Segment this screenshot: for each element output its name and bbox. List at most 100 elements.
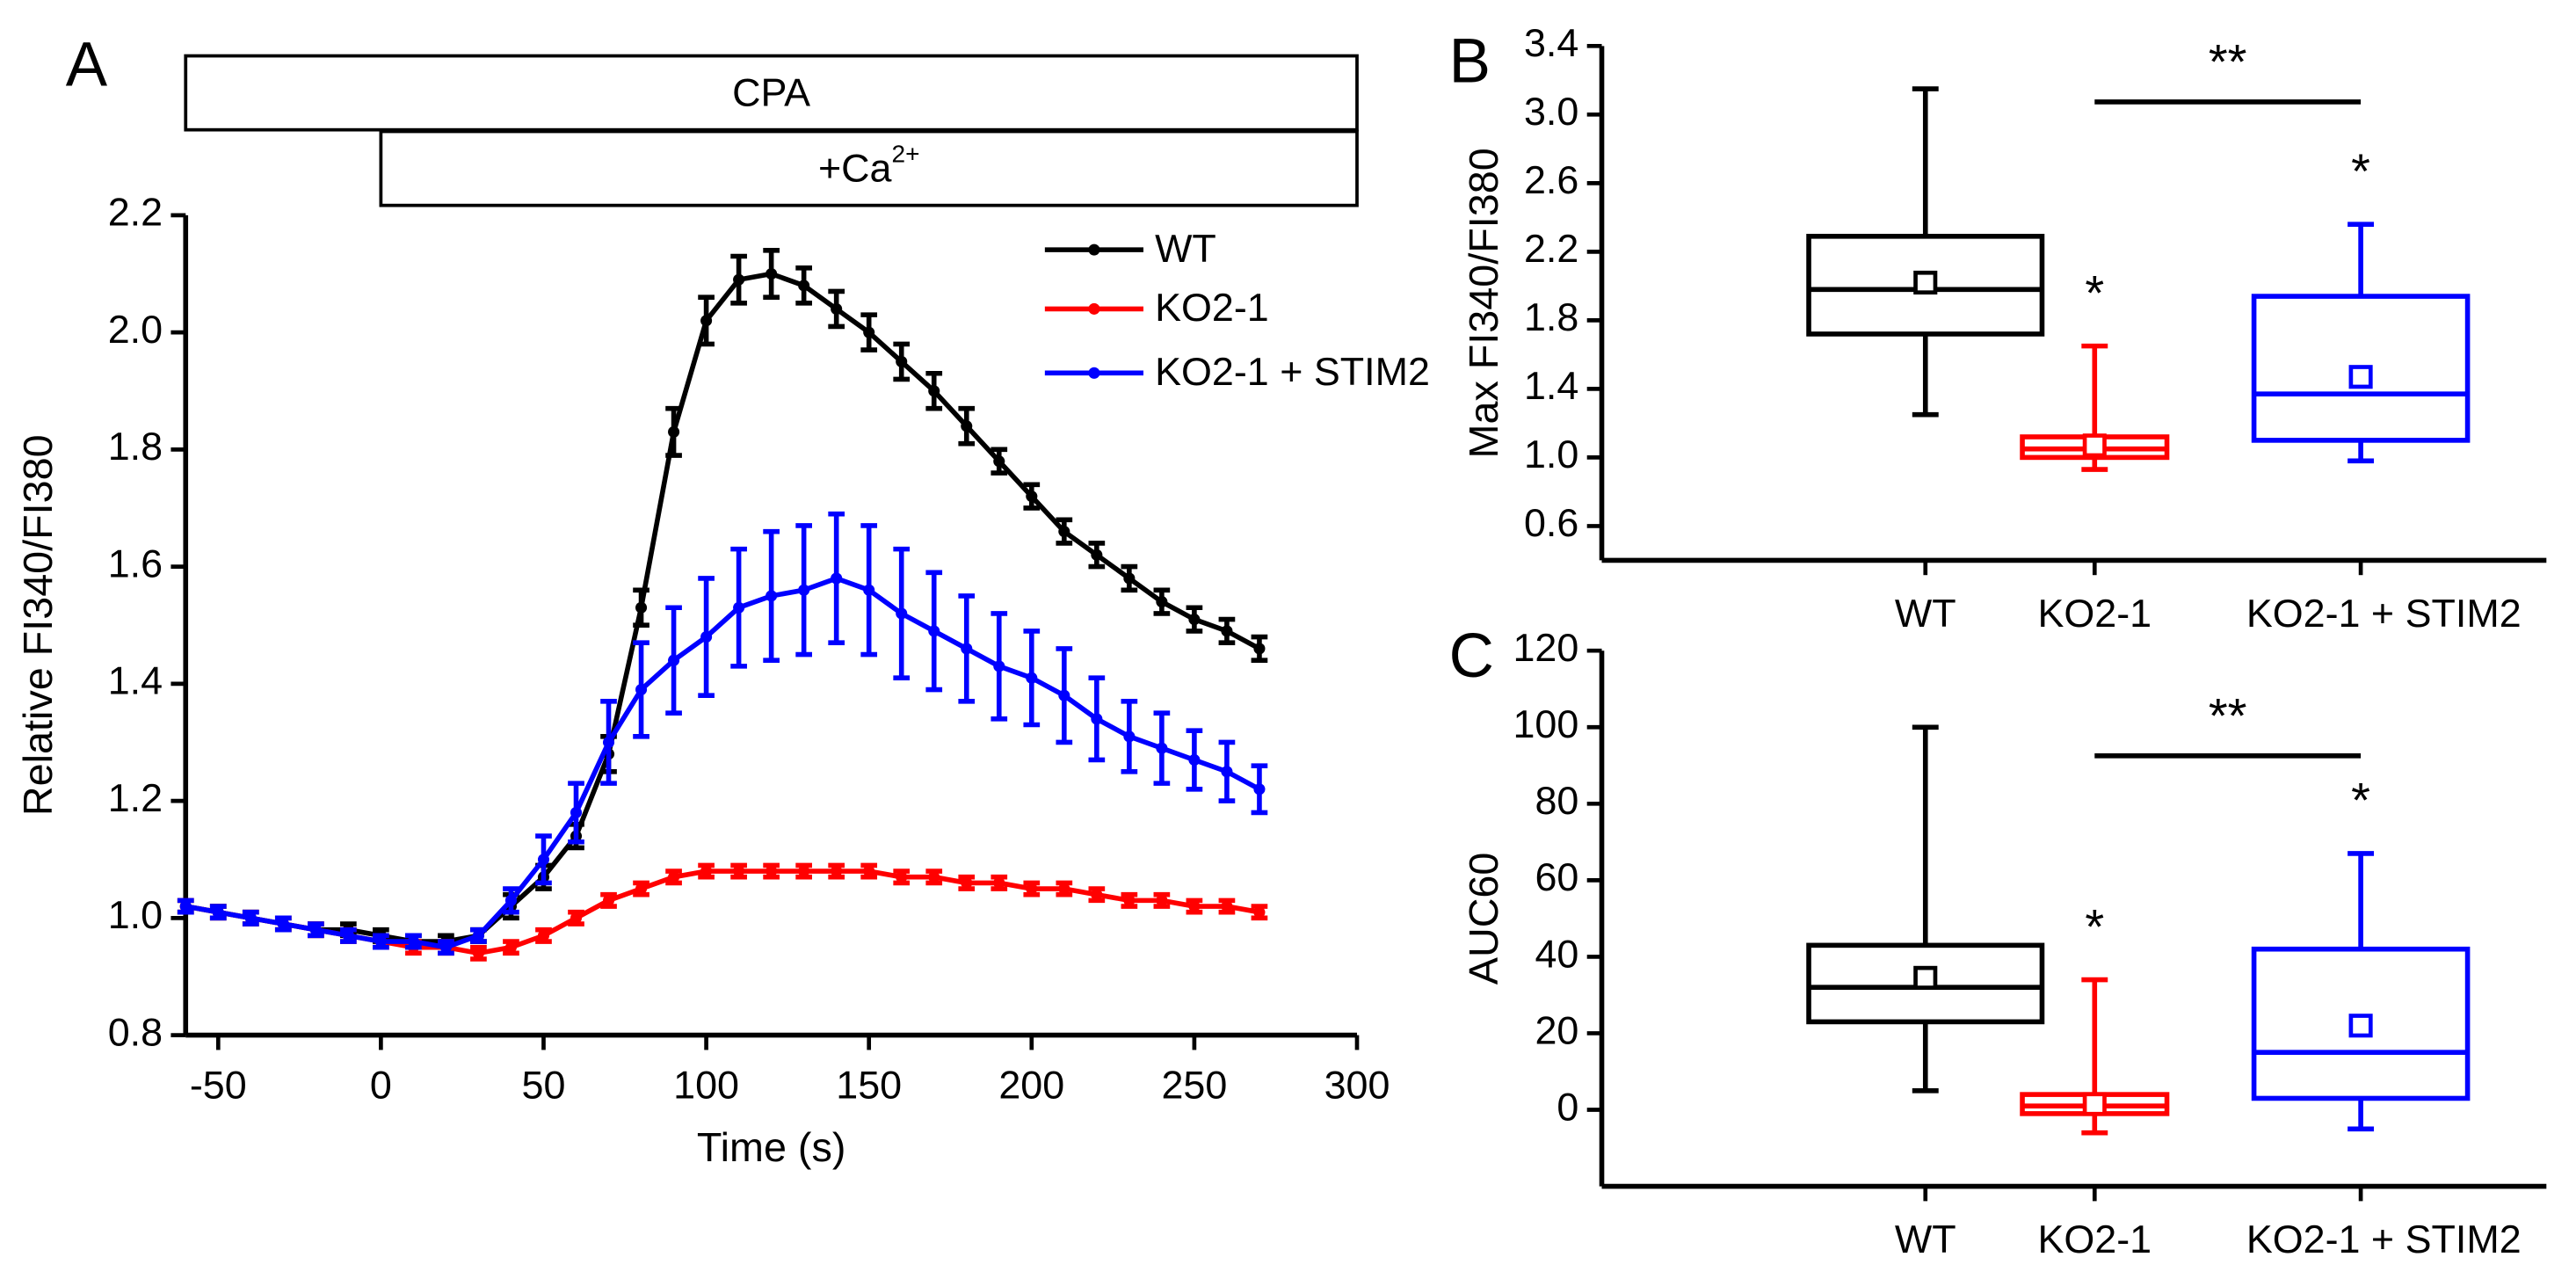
data-point <box>277 918 289 930</box>
data-point <box>1026 672 1038 684</box>
x-tick-label: 300 <box>1324 1062 1390 1107</box>
mean <box>1913 965 1938 990</box>
data-point <box>635 601 648 614</box>
data-point <box>1221 900 1233 912</box>
treatment-bar <box>184 54 1359 132</box>
data-point <box>733 865 745 877</box>
y-tick-label: 0.6 <box>1524 500 1578 545</box>
data-point <box>537 929 550 941</box>
y-tick-label: 40 <box>1535 931 1578 976</box>
y-tick-label: 1.4 <box>1524 363 1578 408</box>
data-point <box>1123 730 1136 743</box>
x-tick-label: -50 <box>190 1062 247 1107</box>
y-tick-label: 80 <box>1535 778 1578 823</box>
x-tick-label: 200 <box>998 1062 1064 1107</box>
data-point <box>1058 689 1070 701</box>
data-point <box>374 935 387 948</box>
data-point <box>896 871 908 883</box>
x-axis-label: Time (s) <box>697 1124 846 1170</box>
data-point <box>700 865 713 877</box>
data-point <box>472 947 484 959</box>
data-point <box>1156 894 1168 906</box>
panel-letter: B <box>1449 27 1491 97</box>
data-point <box>1188 753 1201 767</box>
legend-marker <box>1088 302 1100 315</box>
data-point <box>570 806 583 818</box>
y-tick-label: 2.6 <box>1524 157 1578 202</box>
y-tick-label: 2.2 <box>108 190 163 235</box>
significance-star: * <box>2085 265 2104 320</box>
data-point <box>961 643 973 655</box>
data-point <box>1091 889 1103 901</box>
panel-letter: A <box>66 30 108 99</box>
data-point <box>733 273 745 286</box>
data-point <box>1221 625 1233 637</box>
y-tick-label: 60 <box>1535 854 1578 899</box>
significance-star: * <box>2351 773 2370 828</box>
y-tick-label: 2.0 <box>108 307 163 352</box>
data-point <box>1091 713 1103 725</box>
y-tick-label: 100 <box>1513 701 1578 746</box>
significance-label: ** <box>2209 688 2247 744</box>
data-point <box>961 420 973 432</box>
data-point <box>1058 883 1070 895</box>
data-point <box>831 865 843 877</box>
x-tick-label: WT <box>1895 591 1956 636</box>
data-point <box>993 876 1005 889</box>
x-tick-label: WT <box>1895 1217 1956 1261</box>
significance-star: * <box>2085 898 2104 954</box>
data-point <box>635 883 648 895</box>
data-point <box>766 865 778 877</box>
y-axis-label: Max FI340/FI380 <box>1461 148 1506 458</box>
legend-label: KO2-1 <box>1155 285 1269 330</box>
y-tick-label: 1.8 <box>1524 294 1578 339</box>
treatment-label: +Ca2+ <box>818 141 920 190</box>
data-point <box>1156 596 1168 608</box>
y-tick-label: 3.0 <box>1524 89 1578 134</box>
data-point <box>863 865 875 877</box>
y-tick-label: 1.4 <box>108 658 163 703</box>
x-tick-label: KO2-1 <box>2037 1217 2152 1261</box>
data-point <box>928 625 940 637</box>
data-point <box>244 912 257 924</box>
treatment-bar <box>379 129 1359 207</box>
data-point <box>504 941 518 954</box>
mean <box>2082 1092 2107 1116</box>
treatment-text: +Ca <box>818 145 892 190</box>
data-point <box>733 601 745 614</box>
y-tick-label: 1.6 <box>108 541 163 585</box>
y-axis-label: Relative FI340/FI380 <box>15 434 61 816</box>
data-point <box>993 660 1005 672</box>
data-point <box>700 631 713 643</box>
data-point <box>1058 526 1070 538</box>
y-tick-label: 1.8 <box>108 424 163 469</box>
x-tick-label: 0 <box>370 1062 392 1107</box>
data-point <box>1253 783 1266 796</box>
data-point <box>766 590 778 602</box>
data-point <box>472 929 484 941</box>
x-tick-label: 100 <box>673 1062 739 1107</box>
data-point <box>504 894 518 906</box>
data-point <box>602 894 615 906</box>
data-point <box>766 267 778 280</box>
data-point <box>1188 614 1201 626</box>
data-point <box>602 736 615 749</box>
legend-marker <box>1088 243 1100 256</box>
mean <box>2348 365 2373 389</box>
treatment-label: CPA <box>732 69 810 114</box>
series-line <box>185 271 1261 944</box>
data-point <box>993 455 1005 468</box>
data-point <box>700 315 713 327</box>
treatment-superscript: 2+ <box>891 141 919 168</box>
data-point <box>1253 643 1266 655</box>
y-tick-label: 0.8 <box>108 1009 163 1054</box>
y-tick-label: 1.2 <box>108 775 163 820</box>
y-axis-label: AUC60 <box>1461 853 1506 985</box>
legend-label: KO2-1 + STIM2 <box>1155 349 1430 394</box>
data-point <box>928 871 940 883</box>
y-tick-label: 120 <box>1513 625 1578 670</box>
series-line <box>185 575 1261 950</box>
data-point <box>798 584 810 596</box>
